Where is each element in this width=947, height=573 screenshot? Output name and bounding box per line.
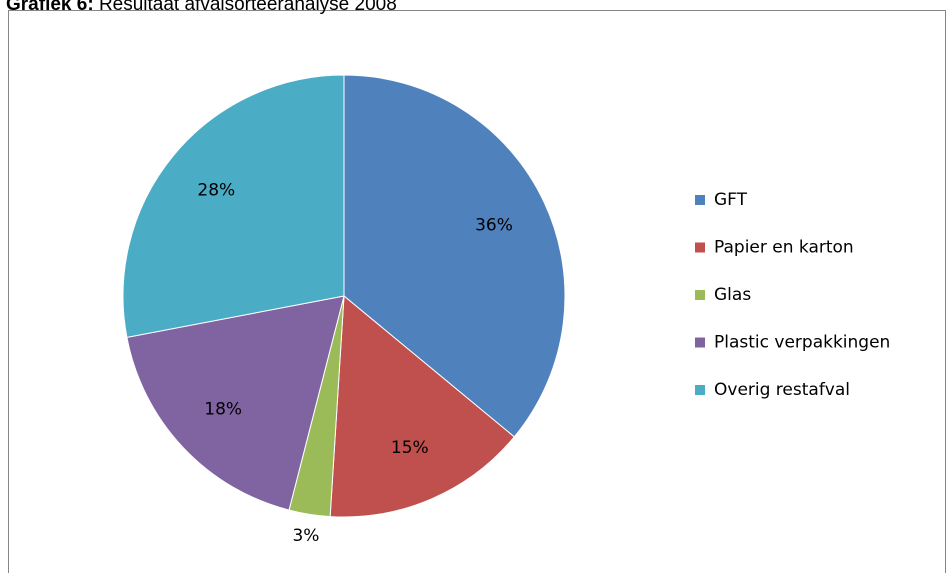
legend-label: Plastic verpakkingen xyxy=(714,333,890,353)
pie-slice xyxy=(126,295,345,511)
title-prefix: Grafiek 6: xyxy=(6,0,94,15)
legend-label: Papier en karton xyxy=(714,238,854,258)
data-label: 3% xyxy=(292,526,319,546)
legend-label: Glas xyxy=(714,285,751,305)
legend-swatch xyxy=(695,337,705,348)
pie-slice xyxy=(329,294,515,518)
data-label: 36% xyxy=(475,215,513,235)
title-text: Resultaat afvalsorteeranalyse 2008 xyxy=(99,0,397,15)
legend-label: Overig restafval xyxy=(714,380,850,400)
legend-swatch xyxy=(695,290,705,300)
legend-swatch xyxy=(695,242,705,253)
legend-swatch xyxy=(695,385,705,395)
data-label: 18% xyxy=(204,399,242,419)
chart-title: Grafiek 6: Resultaat afvalsorteeranalyse… xyxy=(6,0,397,15)
pie-slice xyxy=(122,74,345,338)
legend-label: GFT xyxy=(714,190,748,210)
data-label: 28% xyxy=(197,180,235,200)
legend-swatch xyxy=(695,195,705,205)
data-label: 15% xyxy=(391,438,429,458)
pie-slice xyxy=(343,74,566,438)
